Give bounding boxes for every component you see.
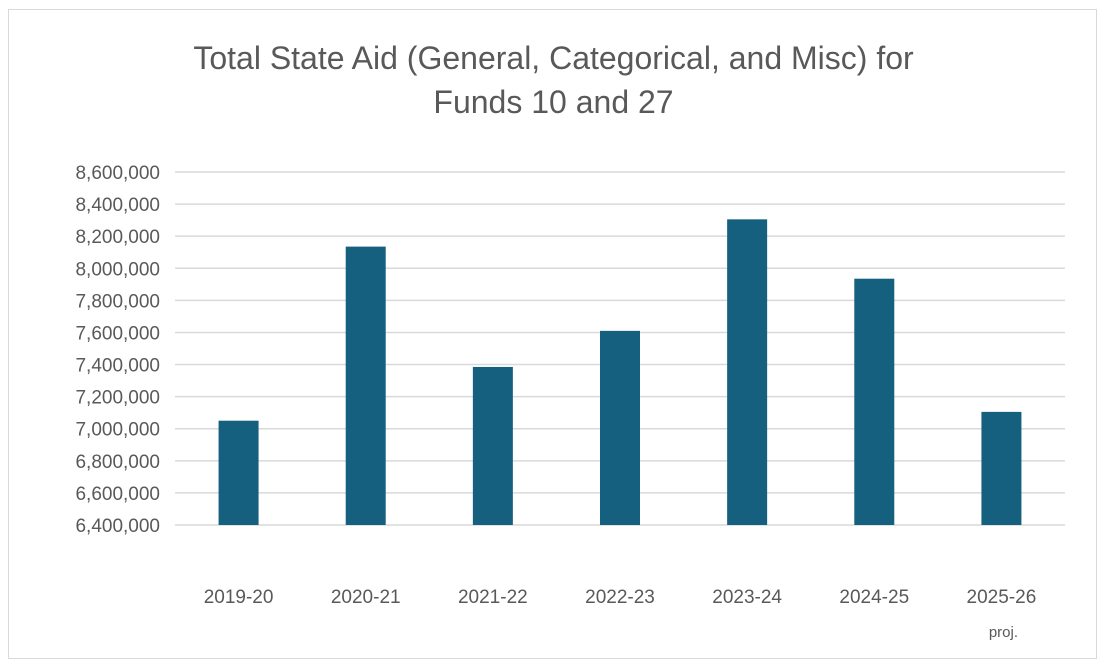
y-tick-label: 6,800,000 <box>75 452 160 473</box>
y-axis-ticks: 6,400,000 6,600,000 6,800,000 7,000,000 7,20… <box>75 163 160 537</box>
x-category-label: 2024-25 <box>839 587 909 608</box>
chart-title: Total State Aid (General, Categorical, a… <box>0 36 1107 124</box>
chart-frame <box>8 9 1097 659</box>
bar-2024-25 <box>854 278 895 525</box>
y-tick-label: 6,600,000 <box>75 484 160 505</box>
x-category-label: 2022-23 <box>585 587 655 608</box>
y-tick-label: 8,400,000 <box>75 195 160 216</box>
y-tick-label: 7,200,000 <box>75 388 160 409</box>
bar-2021-22 <box>472 366 513 525</box>
bar-2022-23 <box>600 330 640 525</box>
y-tick-label: 7,600,000 <box>75 323 160 344</box>
y-tick-label: 7,400,000 <box>75 356 160 377</box>
y-tick-label: 8,200,000 <box>75 227 160 248</box>
x-category-label: 2025-26 <box>967 587 1037 608</box>
x-category-label: 2019-20 <box>204 587 274 608</box>
bar-2025-26 <box>981 411 1022 525</box>
bar-2020-21 <box>345 246 386 525</box>
y-tick-label: 7,000,000 <box>75 420 160 441</box>
bar-2023-24 <box>727 219 768 525</box>
y-tick-label: 6,400,000 <box>75 516 160 537</box>
x-axis-labels: 2019-20 2020-21 2021-22 2022-23 2023-24 2024-… <box>204 587 1037 641</box>
y-tick-label: 7,800,000 <box>75 291 160 312</box>
x-category-label: 2023-24 <box>712 587 782 608</box>
y-tick-label: 8,600,000 <box>75 163 160 184</box>
x-category-note: proj. <box>989 624 1018 641</box>
y-tick-label: 8,000,000 <box>75 259 160 280</box>
bars <box>218 219 1022 525</box>
chart-title-line-2: Funds 10 and 27 <box>433 84 674 120</box>
x-category-label: 2021-22 <box>458 587 528 608</box>
bar-2019-20 <box>218 420 259 525</box>
chart-title-line-1: Total State Aid (General, Categorical, a… <box>193 40 914 76</box>
x-category-label: 2020-21 <box>331 587 401 608</box>
